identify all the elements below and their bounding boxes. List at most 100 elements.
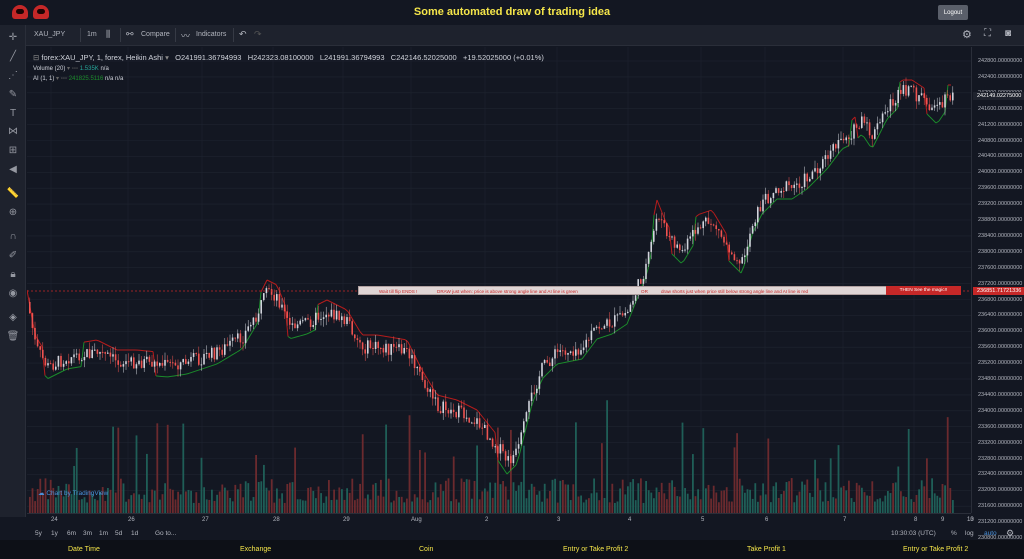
percent-toggle[interactable]: % xyxy=(951,530,957,537)
fullscreen-icon[interactable]: ⛶ xyxy=(984,28,991,39)
candle-body xyxy=(315,312,317,326)
volume-bar xyxy=(49,479,52,513)
back-arrow-icon[interactable]: ◀ xyxy=(9,164,17,175)
range-button-1d[interactable]: 1d xyxy=(131,530,139,537)
symbol-search[interactable]: XAU_JPY xyxy=(34,31,66,38)
candle-body xyxy=(902,85,905,94)
volume-bar xyxy=(918,489,920,513)
eye-icon[interactable]: ◉ xyxy=(8,288,18,299)
fib-icon[interactable]: ⋰ xyxy=(8,70,18,81)
goto-button[interactable]: Go to... xyxy=(155,530,177,537)
ai-line-segment xyxy=(395,337,400,340)
price-tick: 238000.00000000 xyxy=(978,248,1023,255)
zoom-in-icon[interactable]: ⊕ xyxy=(8,207,18,218)
volume-bar xyxy=(689,499,692,513)
time-tick: 6 xyxy=(765,517,769,523)
trash-icon[interactable]: 🗑︎ xyxy=(6,331,20,342)
indicators-button[interactable]: Indicators xyxy=(196,31,227,38)
collapse-icon: ⊟ xyxy=(33,53,40,62)
ai-line-segment xyxy=(872,140,877,148)
candle-body xyxy=(88,349,91,358)
range-button-1m[interactable]: 1m xyxy=(99,530,109,537)
compare-icon[interactable]: ⚯ xyxy=(126,29,134,39)
candle-body xyxy=(559,350,561,352)
page-title: Some automated draw of trading idea xyxy=(413,6,611,18)
candle-body xyxy=(455,412,457,418)
candle-body xyxy=(148,356,151,362)
range-button-1y[interactable]: 1y xyxy=(51,530,58,537)
auto-toggle[interactable]: auto xyxy=(984,530,997,537)
candle-body xyxy=(237,333,239,339)
candle-body xyxy=(653,230,655,242)
idea-magic-label: THEN See the magic!! xyxy=(886,286,961,295)
ai-line-segment xyxy=(260,285,265,293)
pencil-lock-icon[interactable]: ✐ xyxy=(8,250,18,261)
logout-button[interactable]: Logout xyxy=(938,5,968,20)
volume-bar xyxy=(432,492,434,513)
axis-settings-gear-icon[interactable]: ⚙ xyxy=(1006,528,1015,538)
candle-body xyxy=(390,343,392,355)
settings-gear-icon[interactable]: ⚙ xyxy=(962,29,972,41)
candle-body xyxy=(47,363,49,366)
prediction-icon[interactable]: ⊞ xyxy=(8,145,18,156)
ai-line-segment xyxy=(653,199,658,216)
lock-icon[interactable]: 🔒︎ xyxy=(10,269,16,280)
ruler-icon[interactable]: 📏 xyxy=(6,188,20,199)
camera-snapshot-icon[interactable]: ◙ xyxy=(1005,28,1012,39)
brush-icon[interactable]: ✎ xyxy=(8,89,18,100)
magnet-icon[interactable]: ∩ xyxy=(9,231,17,242)
range-button-3m[interactable]: 3m xyxy=(83,530,93,537)
volume-bar xyxy=(216,494,218,513)
compare-button[interactable]: Compare xyxy=(141,31,170,38)
volume-bar xyxy=(133,493,135,513)
trend-line-icon[interactable]: ╱ xyxy=(9,51,17,62)
tradingview-watermark[interactable]: ☁ Chart by TradingView xyxy=(38,490,109,497)
range-button-5y[interactable]: 5y xyxy=(35,530,42,537)
ai-line-segment xyxy=(839,148,844,153)
legend-title[interactable]: forex:XAU_JPY, 1, forex, Heikin Ashi xyxy=(41,53,163,62)
range-button-5d[interactable]: 5d xyxy=(115,530,123,537)
volume-bar xyxy=(853,501,855,513)
volume-bar xyxy=(699,499,702,513)
price-tick: 240000.00000000 xyxy=(978,169,1023,176)
redo-icon[interactable]: ↷ xyxy=(254,29,262,39)
ai-line-segment xyxy=(833,155,838,160)
volume-bar xyxy=(905,497,907,513)
text-icon[interactable]: T xyxy=(9,108,17,119)
time-axis[interactable]: 24 26 27 28 29 Aug 2 3 4 5 6 7 8 9 10 13 xyxy=(27,513,974,527)
ai-line-segment xyxy=(941,111,946,117)
volume-bar xyxy=(403,502,406,513)
volume-bar xyxy=(824,482,827,513)
layers-icon[interactable]: ◈ xyxy=(9,312,17,323)
candle-body xyxy=(689,236,691,239)
volume-bar xyxy=(276,488,278,513)
indicators-icon[interactable]: 〰 xyxy=(181,31,191,41)
candle-body xyxy=(744,255,746,258)
volume-bar xyxy=(174,499,177,513)
price-chart[interactable] xyxy=(27,47,971,513)
undo-icon[interactable]: ↶ xyxy=(239,29,247,39)
pattern-icon[interactable]: ⋈ xyxy=(8,126,18,137)
candle-body xyxy=(949,95,951,101)
range-button-6m[interactable]: 6m xyxy=(67,530,77,537)
ai-line-segment xyxy=(545,371,550,376)
candle-body xyxy=(749,233,751,247)
volume-bar xyxy=(447,478,450,513)
volume-bar xyxy=(814,459,816,513)
volume-bar xyxy=(367,494,369,513)
volume-bar xyxy=(354,500,356,513)
price-tick: 232000.00000000 xyxy=(978,487,1023,494)
crosshair-icon[interactable]: ✛ xyxy=(8,32,18,43)
candle-body xyxy=(96,349,99,354)
chart-style-icon[interactable]: ⫼ xyxy=(106,29,111,39)
ai-study-label[interactable]: AI (1, 1) xyxy=(33,76,55,82)
volume-bar xyxy=(606,400,608,513)
price-axis[interactable]: 242800.00000000242400.00000000242000.000… xyxy=(971,47,1024,541)
chart-toolbar: XAU_JPY 1m ⫼ ⚯ Compare 〰 Indicators ↶ ↷ … xyxy=(0,25,1024,46)
volume-bar xyxy=(614,502,616,513)
volume-bar xyxy=(343,499,346,513)
interval-selector[interactable]: 1m xyxy=(87,31,97,38)
candle-body xyxy=(159,362,161,366)
volume-study-label[interactable]: Volume (20) xyxy=(33,66,66,72)
log-toggle[interactable]: log xyxy=(965,530,974,537)
